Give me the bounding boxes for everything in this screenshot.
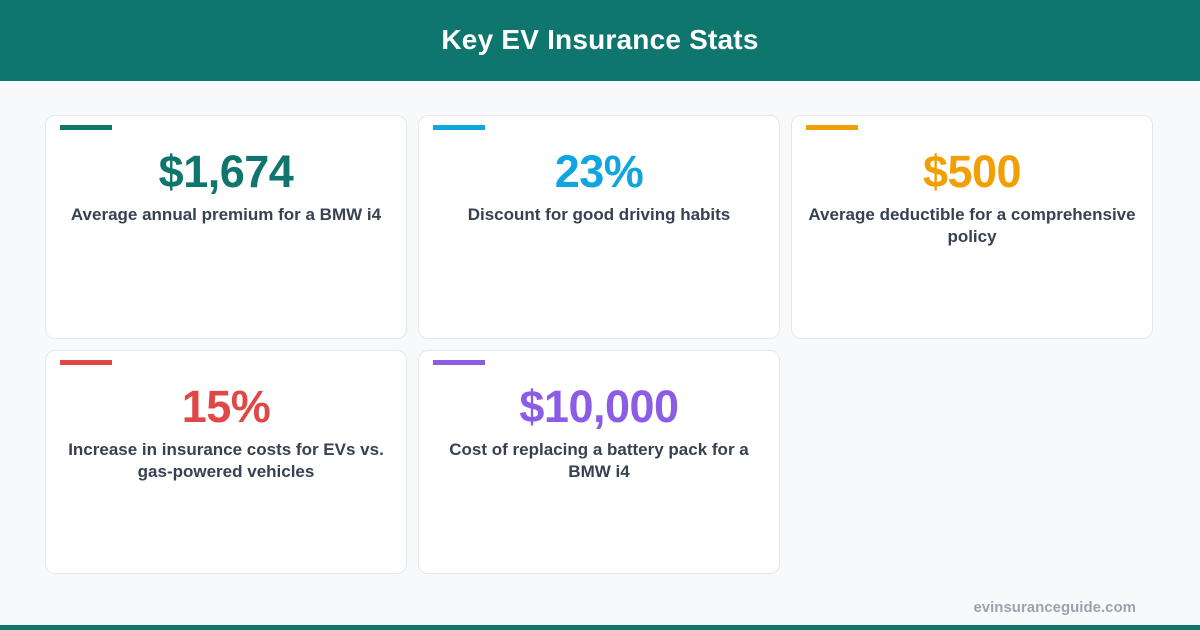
stat-card-cost-increase: 15% Increase in insurance costs for EVs … — [45, 350, 407, 574]
bottom-accent-bar — [0, 625, 1200, 630]
stat-value: $500 — [922, 146, 1022, 197]
site-url: evinsuranceguide.com — [973, 599, 1136, 616]
stat-value: 15% — [181, 381, 271, 432]
header-banner: Key EV Insurance Stats — [0, 0, 1200, 81]
stat-description: Cost of replacing a battery pack for a B… — [449, 440, 749, 481]
stat-description: Discount for good driving habits — [467, 205, 731, 224]
card-accent-bar — [433, 125, 485, 130]
stat-card-battery-cost: $10,000 Cost of replacing a battery pack… — [418, 350, 780, 574]
stat-value: $10,000 — [519, 381, 679, 432]
stat-card-deductible: $500 Average deductible for a comprehens… — [791, 115, 1153, 339]
card-accent-bar — [60, 360, 112, 365]
page-title: Key EV Insurance Stats — [441, 23, 759, 55]
stat-description: Increase in insurance costs for EVs vs. … — [68, 440, 384, 481]
stat-value: $1,674 — [158, 146, 294, 197]
card-accent-bar — [433, 360, 485, 365]
stat-description: Average deductible for a comprehensive p… — [808, 205, 1136, 246]
card-accent-bar — [60, 125, 112, 130]
stat-description: Average annual premium for a BMW i4 — [70, 205, 382, 224]
card-accent-bar — [806, 125, 858, 130]
stat-card-driving-discount: 23% Discount for good driving habits — [418, 115, 780, 339]
stat-card-annual-premium: $1,674 Average annual premium for a BMW … — [45, 115, 407, 339]
stat-value: 23% — [554, 146, 644, 197]
